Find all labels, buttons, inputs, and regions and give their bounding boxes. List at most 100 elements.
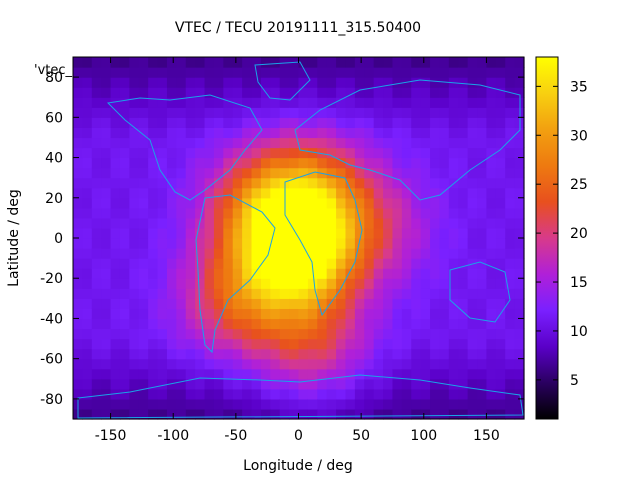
heat-cell: [157, 207, 168, 219]
heat-cell: [176, 157, 187, 169]
heat-cell: [129, 308, 140, 320]
heat-cell: [195, 368, 206, 380]
heat-cell: [129, 207, 140, 219]
heat-cell: [242, 268, 253, 279]
heat-cell: [401, 308, 412, 320]
heat-cell: [505, 157, 516, 169]
heat-cell: [411, 177, 422, 189]
heat-cell: [458, 298, 469, 309]
heat-cell: [383, 248, 394, 259]
heat-cell: [91, 177, 102, 189]
heat-cell: [307, 298, 318, 309]
heat-cell: [185, 227, 196, 239]
heat-cell: [73, 137, 83, 149]
heat-cell: [336, 278, 347, 289]
heat-cell: [307, 127, 318, 139]
heat-cell: [157, 408, 168, 420]
heat-cell: [448, 248, 459, 259]
heat-cell: [364, 298, 375, 309]
heat-cell: [345, 147, 356, 159]
heat-cell: [260, 167, 271, 179]
heat-cell: [458, 268, 469, 279]
heat-cell: [467, 107, 478, 118]
heat-cell: [505, 217, 516, 229]
heat-cell: [345, 318, 356, 330]
heat-cell: [73, 87, 83, 98]
heat-cell: [383, 398, 394, 410]
heat-cell: [73, 67, 83, 78]
heat-cell: [279, 288, 290, 299]
heat-cell: [298, 67, 309, 78]
heat-cell: [232, 268, 243, 279]
heat-cell: [110, 157, 121, 169]
heat-cell: [176, 197, 187, 209]
y-tick-label: 0: [54, 231, 63, 247]
heat-cell: [242, 318, 253, 330]
heat-cell: [317, 177, 328, 189]
heat-cell: [307, 77, 318, 88]
heat-cell: [91, 157, 102, 169]
heat-cell: [495, 368, 506, 380]
heat-cell: [73, 248, 83, 259]
heat-cell: [364, 117, 375, 128]
heat-cell: [251, 358, 262, 370]
heat-cell: [101, 408, 112, 420]
heat-cell: [411, 238, 422, 249]
heat-cell: [279, 378, 290, 390]
heat-cell: [82, 398, 93, 410]
heat-cell: [185, 358, 196, 370]
heat-cell: [430, 268, 441, 279]
heat-cell: [82, 328, 93, 340]
heat-cell: [477, 288, 488, 299]
heat-cell: [148, 258, 159, 269]
heat-cell: [401, 127, 412, 139]
heat-cell: [298, 358, 309, 370]
heat-cell: [279, 107, 290, 118]
heat-cell: [477, 137, 488, 149]
heat-cell: [279, 248, 290, 259]
heat-cell: [298, 278, 309, 289]
colorbar-tick-label: 35: [570, 79, 588, 95]
heat-cell: [514, 87, 525, 98]
heat-cell: [401, 368, 412, 380]
heat-cell: [411, 338, 422, 350]
heat-cell: [392, 308, 403, 320]
heat-cell: [232, 238, 243, 249]
heat-cell: [430, 147, 441, 159]
heat-cell: [166, 67, 177, 78]
heat-cell: [270, 147, 281, 159]
heat-cell: [354, 268, 365, 279]
heat-cell: [373, 378, 384, 390]
heat-cell: [213, 157, 224, 169]
heat-cell: [119, 348, 130, 360]
heat-cell: [392, 157, 403, 169]
heat-cell: [251, 318, 262, 330]
heat-cell: [185, 388, 196, 400]
heat-cell: [514, 328, 525, 340]
heat-cell: [157, 308, 168, 320]
heat-cell: [195, 358, 206, 370]
heat-cell: [129, 338, 140, 350]
heat-cell: [119, 57, 130, 68]
heat-cell: [176, 308, 187, 320]
heat-cell: [392, 348, 403, 360]
heat-cell: [129, 227, 140, 239]
heat-cell: [317, 87, 328, 98]
heat-cell: [477, 177, 488, 189]
heat-cell: [336, 137, 347, 149]
heat-cell: [242, 67, 253, 78]
heat-cell: [213, 67, 224, 78]
heat-cell: [439, 298, 450, 309]
heat-cell: [204, 227, 215, 239]
heat-cell: [260, 137, 271, 149]
heat-cell: [148, 248, 159, 259]
heat-cell: [251, 217, 262, 229]
heat-cell: [392, 298, 403, 309]
heat-cell: [336, 318, 347, 330]
heat-cell: [336, 298, 347, 309]
heat-cell: [166, 147, 177, 159]
heat-cell: [195, 77, 206, 88]
heat-cell: [129, 298, 140, 309]
heat-cell: [345, 227, 356, 239]
heat-cell: [185, 408, 196, 420]
